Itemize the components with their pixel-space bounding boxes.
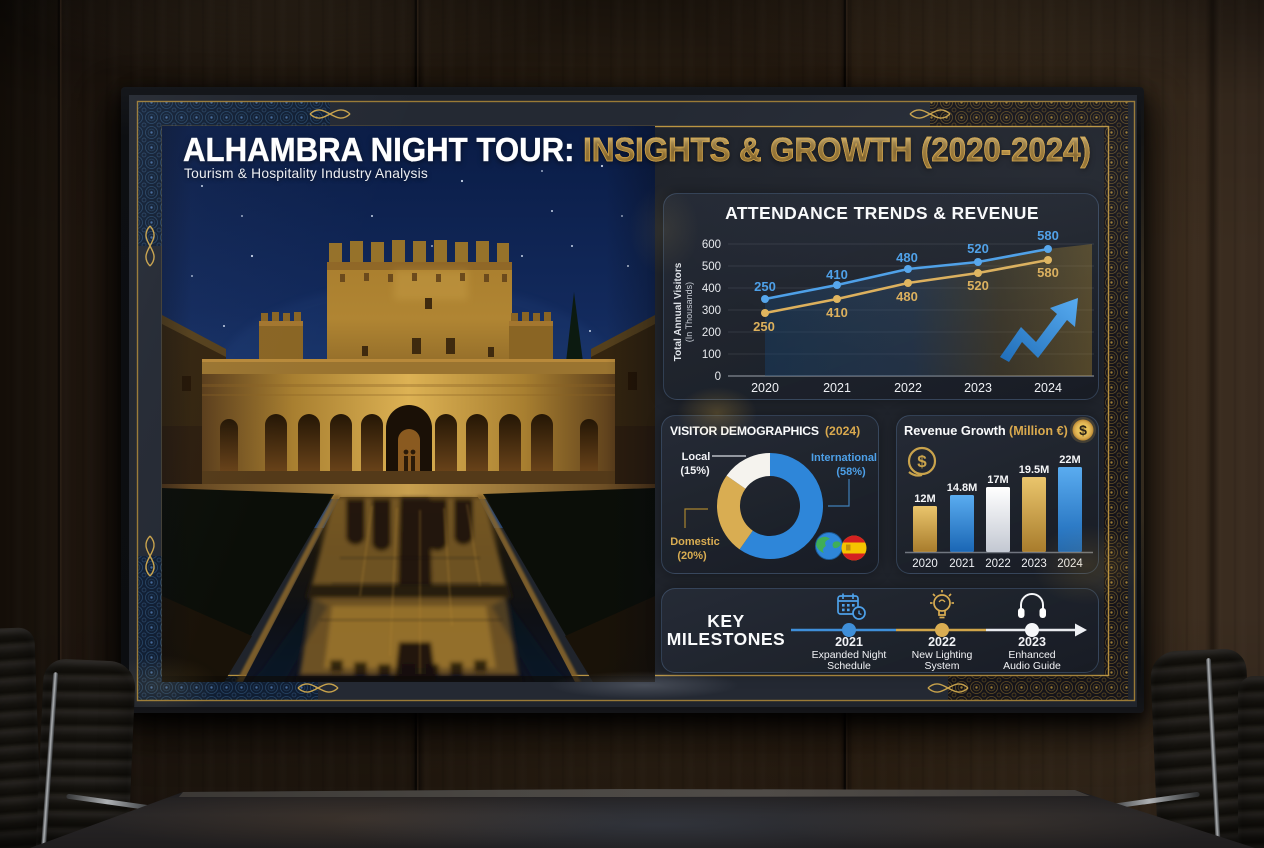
svg-text:(15%): (15%)	[680, 465, 710, 477]
svg-text:2021: 2021	[823, 381, 851, 395]
svg-text:12M: 12M	[914, 493, 935, 505]
svg-text:Revenue Growth: Revenue Growth	[904, 423, 1006, 438]
svg-text:22M: 22M	[1059, 454, 1080, 466]
svg-text:2023: 2023	[1021, 558, 1047, 570]
svg-text:480: 480	[896, 250, 918, 265]
svg-text:580: 580	[1037, 265, 1059, 280]
svg-text:Total Annual Visitors: Total Annual Visitors	[673, 262, 684, 361]
svg-text:580: 580	[1037, 228, 1059, 243]
svg-text:400: 400	[702, 283, 721, 295]
svg-text:2021: 2021	[949, 558, 975, 570]
svg-text:410: 410	[826, 305, 848, 320]
svg-text:2022: 2022	[928, 635, 956, 649]
svg-text:19.5M: 19.5M	[1019, 464, 1050, 476]
svg-text:$: $	[1079, 422, 1087, 438]
svg-text:KEY: KEY	[707, 611, 744, 631]
svg-text:Expanded Night: Expanded Night	[812, 649, 887, 661]
svg-text:(2024): (2024)	[825, 424, 860, 438]
svg-text:300: 300	[702, 305, 721, 317]
svg-text:250: 250	[754, 279, 776, 294]
svg-text:0: 0	[715, 371, 721, 383]
svg-text:Local: Local	[682, 451, 711, 463]
svg-text:2021: 2021	[835, 635, 863, 649]
svg-text:520: 520	[967, 278, 989, 293]
svg-text:500: 500	[702, 261, 721, 273]
svg-text:100: 100	[702, 349, 721, 361]
svg-text:(58%): (58%)	[836, 466, 866, 478]
svg-text:2020: 2020	[912, 558, 938, 570]
svg-text:Schedule: Schedule	[827, 660, 871, 672]
svg-text:Enhanced: Enhanced	[1008, 649, 1055, 661]
svg-text:New Lighting: New Lighting	[912, 649, 973, 661]
svg-text:2023: 2023	[1018, 635, 1046, 649]
svg-text:International: International	[811, 452, 877, 464]
svg-text:$: $	[917, 452, 927, 471]
svg-text:520: 520	[967, 241, 989, 256]
svg-text:2022: 2022	[985, 558, 1011, 570]
svg-text:2024: 2024	[1034, 381, 1062, 395]
svg-text:(Million €): (Million €)	[1009, 424, 1068, 438]
svg-text:MILESTONES: MILESTONES	[667, 629, 785, 649]
svg-text:410: 410	[826, 267, 848, 282]
svg-text:2022: 2022	[894, 381, 922, 395]
svg-text:Audio Guide: Audio Guide	[1003, 660, 1061, 672]
svg-text:2020: 2020	[751, 381, 779, 395]
svg-text:600: 600	[702, 239, 721, 251]
svg-text:17M: 17M	[987, 474, 1008, 486]
svg-text:480: 480	[896, 289, 918, 304]
svg-text:2023: 2023	[964, 381, 992, 395]
svg-text:200: 200	[702, 327, 721, 339]
svg-text:VISITOR DEMOGRAPHICS: VISITOR DEMOGRAPHICS	[670, 424, 819, 438]
svg-text:14.8M: 14.8M	[947, 482, 978, 494]
svg-text:System: System	[924, 660, 959, 672]
svg-text:Domestic: Domestic	[670, 536, 720, 548]
svg-text:250: 250	[753, 319, 775, 334]
svg-text:ATTENDANCE TRENDS & REVENUE: ATTENDANCE TRENDS & REVENUE	[725, 203, 1039, 223]
svg-text:2024: 2024	[1057, 558, 1083, 570]
svg-text:(20%): (20%)	[677, 550, 707, 562]
svg-text:(In Thousands): (In Thousands)	[684, 282, 694, 342]
